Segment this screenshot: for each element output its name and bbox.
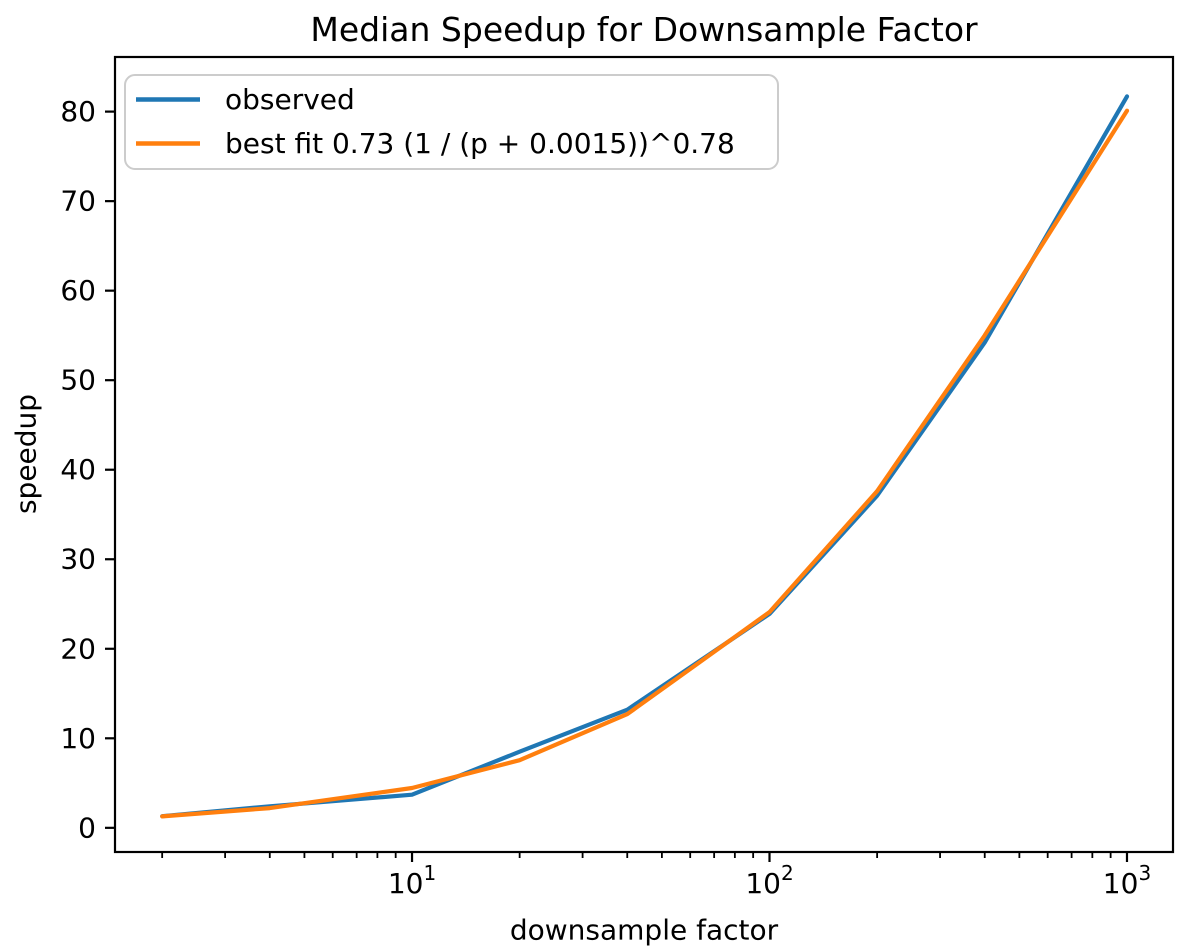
y-tick-label: 30 — [60, 543, 96, 576]
series-line-1 — [160, 108, 1130, 819]
x-tick-label: 101 — [388, 861, 436, 900]
y-tick-label: 60 — [60, 274, 96, 307]
y-tick-label: 10 — [60, 722, 96, 755]
y-axis-tick-labels: 0 10 20 30 40 50 60 70 80 — [60, 95, 96, 844]
legend: observed best fit 0.73 (1 / (p + 0.0015)… — [124, 74, 779, 170]
chart-title: Median Speedup for Downsample Factor — [310, 10, 978, 49]
y-tick-label: 50 — [60, 364, 96, 397]
y-axis-ticks — [105, 110, 115, 829]
y-tick-label: 40 — [60, 453, 96, 486]
x-tick-label: 102 — [745, 861, 793, 900]
plot-area-border — [113, 55, 1175, 854]
y-tick-label: 80 — [60, 95, 96, 128]
y-tick-label: 0 — [78, 811, 96, 844]
legend-box — [124, 74, 779, 170]
x-axis-tick-labels: 101 102 103 — [388, 861, 1151, 900]
y-tick-label: 70 — [60, 185, 96, 218]
legend-label-best-fit: best fit 0.73 (1 / (p + 0.0015))^0.78 — [225, 127, 735, 160]
x-tick-label: 103 — [1103, 861, 1151, 900]
y-axis-label: speedup — [10, 394, 43, 514]
legend-label-observed: observed — [225, 83, 355, 116]
y-tick-label: 20 — [60, 632, 96, 665]
series-line-0 — [160, 94, 1130, 819]
x-axis-major-ticks — [410, 852, 1129, 862]
x-axis-label: downsample factor — [510, 914, 779, 947]
x-axis-minor-ticks — [161, 852, 1112, 858]
series-lines — [160, 94, 1130, 819]
